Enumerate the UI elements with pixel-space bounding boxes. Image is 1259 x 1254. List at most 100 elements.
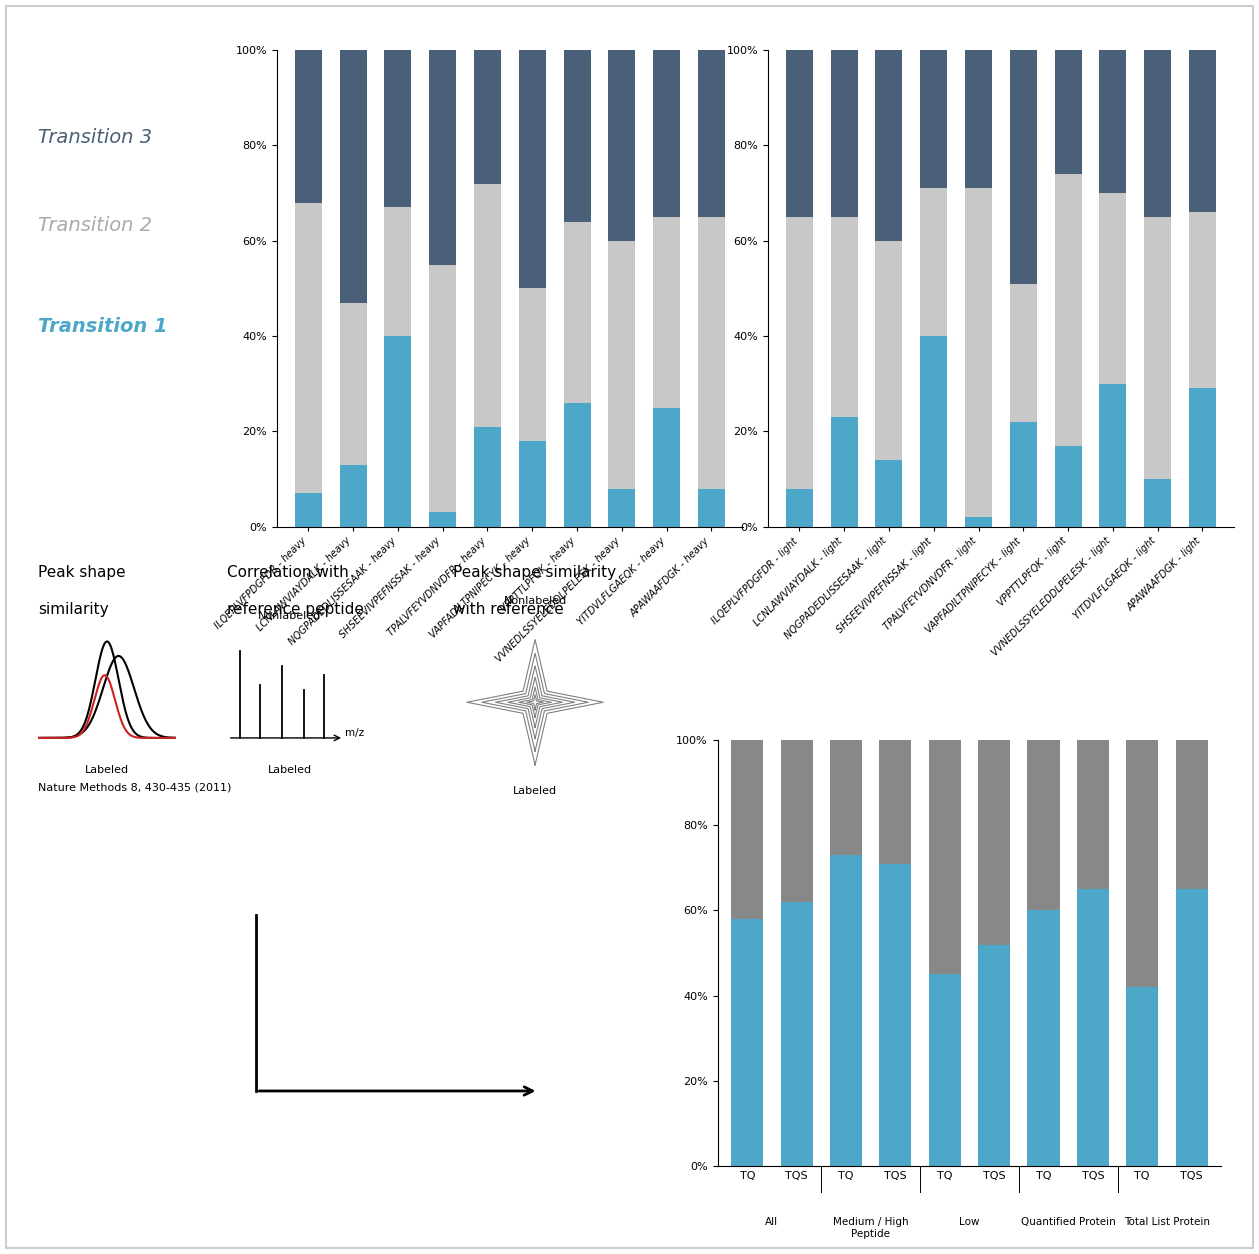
- Bar: [340, 465, 366, 527]
- Bar: [475, 183, 501, 426]
- Bar: [519, 50, 545, 288]
- Text: with reference: with reference: [453, 602, 564, 617]
- Bar: [875, 50, 903, 241]
- Bar: [731, 919, 763, 1166]
- Bar: [340, 302, 366, 465]
- Bar: [295, 493, 322, 527]
- Bar: [978, 944, 1010, 1166]
- Text: Nature Methods 8, 430-435 (2011): Nature Methods 8, 430-435 (2011): [38, 782, 232, 793]
- Text: Labeled: Labeled: [512, 785, 558, 795]
- Bar: [1188, 50, 1216, 212]
- Bar: [781, 740, 812, 902]
- Bar: [1055, 50, 1081, 174]
- Bar: [1027, 910, 1060, 1166]
- Bar: [978, 740, 1010, 944]
- Bar: [786, 50, 813, 217]
- Bar: [653, 50, 680, 217]
- Text: Correlation with: Correlation with: [227, 564, 349, 579]
- Bar: [519, 441, 545, 527]
- Bar: [920, 188, 947, 336]
- Bar: [966, 188, 992, 517]
- Bar: [519, 288, 545, 441]
- Bar: [920, 336, 947, 527]
- Bar: [697, 489, 725, 527]
- Bar: [1076, 740, 1109, 889]
- Bar: [1010, 283, 1036, 421]
- Bar: [429, 265, 456, 513]
- Text: similarity: similarity: [38, 602, 108, 617]
- Bar: [1027, 740, 1060, 910]
- Bar: [1176, 740, 1207, 889]
- Bar: [697, 217, 725, 489]
- Bar: [608, 50, 636, 241]
- Bar: [1127, 740, 1158, 987]
- Bar: [875, 460, 903, 527]
- Bar: [475, 50, 501, 183]
- Bar: [1099, 50, 1127, 193]
- Bar: [653, 408, 680, 527]
- Text: Peak shape similarity: Peak shape similarity: [453, 564, 617, 579]
- Bar: [1099, 384, 1127, 527]
- Bar: [1055, 445, 1081, 527]
- Bar: [608, 241, 636, 489]
- Bar: [879, 864, 912, 1166]
- Bar: [1127, 987, 1158, 1166]
- Text: Transition 1: Transition 1: [38, 316, 167, 336]
- Bar: [429, 513, 456, 527]
- Bar: [966, 50, 992, 188]
- Bar: [786, 217, 813, 489]
- Bar: [929, 740, 961, 974]
- Text: Total List Protein: Total List Protein: [1124, 1218, 1210, 1228]
- Text: All: All: [765, 1218, 778, 1228]
- Bar: [475, 426, 501, 527]
- Bar: [384, 207, 412, 336]
- Bar: [1176, 889, 1207, 1166]
- Bar: [1010, 421, 1036, 527]
- Bar: [920, 50, 947, 188]
- Bar: [1076, 889, 1109, 1166]
- Bar: [831, 418, 857, 527]
- Bar: [1144, 479, 1171, 527]
- Bar: [608, 489, 636, 527]
- Bar: [564, 403, 590, 527]
- Bar: [653, 217, 680, 408]
- Bar: [786, 489, 813, 527]
- Text: Labeled: Labeled: [267, 765, 312, 775]
- Bar: [384, 50, 412, 207]
- Bar: [1010, 50, 1036, 283]
- Bar: [929, 974, 961, 1166]
- Bar: [697, 50, 725, 217]
- Bar: [1055, 174, 1081, 445]
- Text: Quantified Protein: Quantified Protein: [1021, 1218, 1115, 1228]
- Bar: [295, 50, 322, 203]
- Text: Low: Low: [959, 1218, 980, 1228]
- Text: Labeled: Labeled: [84, 765, 130, 775]
- Text: Transition 3: Transition 3: [38, 128, 152, 148]
- Bar: [879, 740, 912, 864]
- Bar: [966, 517, 992, 527]
- Bar: [429, 50, 456, 265]
- Bar: [1144, 50, 1171, 217]
- Text: Peak shape: Peak shape: [38, 564, 126, 579]
- Bar: [1144, 217, 1171, 479]
- Bar: [1099, 193, 1127, 384]
- Bar: [564, 50, 590, 222]
- Bar: [831, 50, 857, 217]
- Text: m/z: m/z: [345, 729, 364, 739]
- Bar: [781, 902, 812, 1166]
- Text: reference peptide: reference peptide: [227, 602, 364, 617]
- Bar: [340, 50, 366, 302]
- Bar: [831, 217, 857, 418]
- Bar: [830, 740, 862, 855]
- Text: Nonlabeled: Nonlabeled: [258, 611, 321, 621]
- Bar: [875, 241, 903, 460]
- Bar: [295, 203, 322, 493]
- Bar: [384, 336, 412, 527]
- Text: Nonlabeled: Nonlabeled: [504, 597, 567, 606]
- Bar: [1188, 389, 1216, 527]
- Bar: [830, 855, 862, 1166]
- Text: Transition 2: Transition 2: [38, 216, 152, 236]
- Bar: [564, 222, 590, 403]
- Bar: [1188, 212, 1216, 389]
- Bar: [731, 740, 763, 919]
